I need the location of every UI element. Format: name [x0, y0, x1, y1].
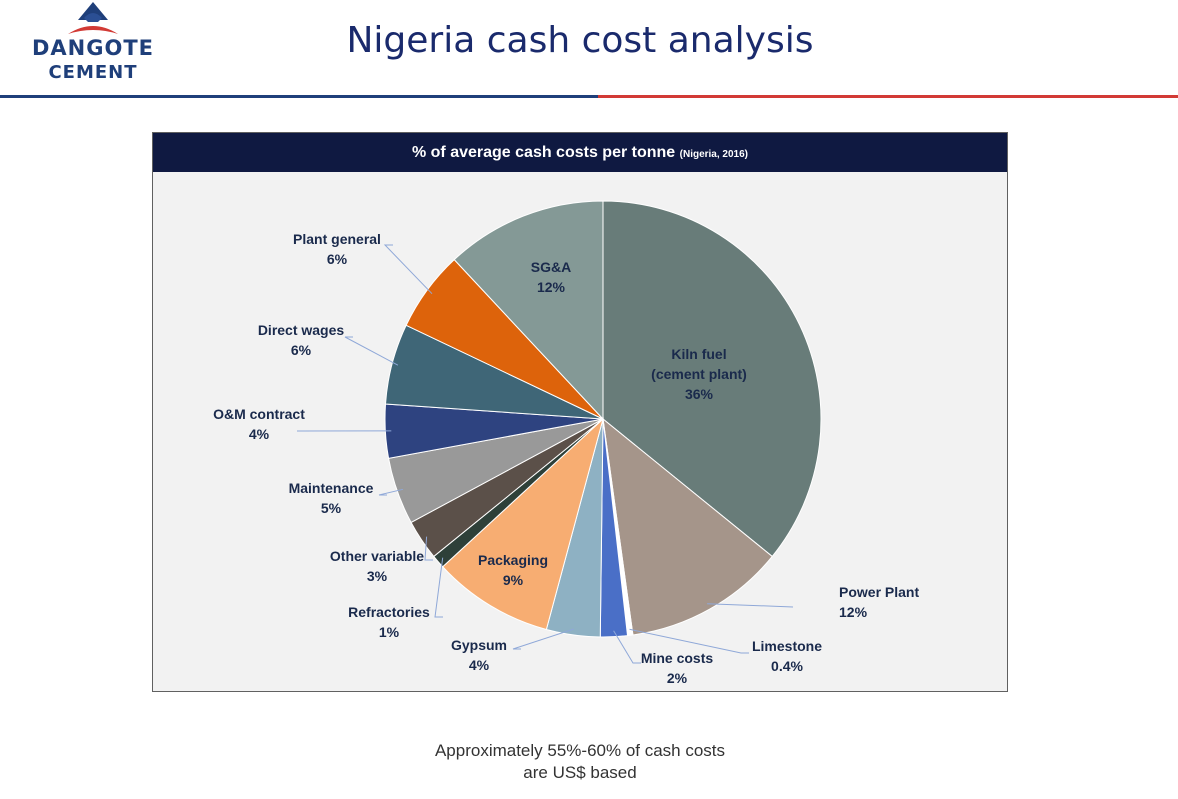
slice-value-plant-general: 6% [327, 251, 348, 267]
slice-label-refractories: Refractories [348, 604, 430, 620]
slice-value-packaging: 9% [503, 572, 524, 588]
leader-line-mine-costs [613, 630, 641, 664]
slice-value-refractories: 1% [379, 624, 400, 640]
chart-subtitle: (Nigeria, 2016) [679, 149, 749, 160]
logo-line2: CEMENT [48, 62, 138, 83]
logo-line1: DANGOTE [31, 36, 155, 60]
chart-title: % of average cash costs per tonne [411, 144, 676, 161]
leader-line-limestone [629, 628, 749, 654]
slice-value-limestone: 0.4% [771, 658, 803, 674]
leader-line-gypsum [512, 628, 575, 650]
dangote-cement-logo: DANGOTE CEMENT [18, 0, 168, 90]
slice-value-o-m-contract: 4% [249, 426, 270, 442]
slice-value-direct-wages: 6% [291, 342, 312, 358]
leader-line-direct-wages [344, 336, 399, 366]
slice-label-gypsum: Gypsum [451, 637, 507, 653]
slice-label-power-plant: Power Plant [839, 584, 919, 600]
slice-label-other-variable: Other variable [330, 548, 424, 564]
header-rule-blue [0, 95, 598, 98]
pie-chart-frame: Kiln fuel (cement plant) 36% Power Plant 12%… [152, 132, 1008, 692]
slice-label-o-m-contract: O&M contract [213, 406, 305, 422]
slice-value-mine-costs: 2% [667, 670, 688, 686]
pie-slice-sg-a [453, 200, 604, 421]
slice-value-other-variable: 3% [367, 568, 388, 584]
slice-label-plant-general: Plant general [293, 231, 381, 247]
pie-slice-kiln-fuel-cement-plant [602, 200, 822, 558]
slice-label-kiln-fuel-cement-plant: Kiln fuel (cement plant) [651, 346, 747, 382]
leader-line-plant-general [383, 244, 433, 295]
footnote: Approximately 55%-60% of cash costs are … [0, 740, 1160, 784]
leader-line-refractories [434, 557, 444, 618]
slice-value-sg-a: 12% [537, 279, 566, 295]
header-rule-red [598, 95, 1178, 98]
eagle-emblem-icon [68, 2, 118, 34]
slice-label-sg-a: SG&A [531, 259, 571, 275]
slice-value-gypsum: 4% [469, 657, 490, 673]
slice-value-maintenance: 5% [321, 500, 342, 516]
slice-value-kiln-fuel-cement-plant: 36% [685, 386, 714, 402]
pie-slice-packaging [442, 417, 604, 631]
chart-title-bar: % of average cash costs per tonne (Niger… [153, 133, 1007, 172]
slice-label-direct-wages: Direct wages [258, 322, 345, 338]
slice-label-limestone: Limestone [752, 638, 822, 654]
footnote-line1: Approximately 55%-60% of cash costs [434, 741, 726, 760]
slice-label-mine-costs: Mine costs [641, 650, 714, 666]
leader-line-maintenance [378, 488, 404, 496]
leader-line-power-plant [707, 603, 794, 608]
slice-label-packaging: Packaging [478, 552, 548, 568]
slice-value-power-plant: 12% [839, 604, 868, 620]
pie-chart: Kiln fuel (cement plant) 36% Power Plant 12%… [213, 200, 919, 686]
leader-line-other-variable [424, 536, 433, 561]
footnote-line2: are US$ based [523, 763, 637, 782]
pie-slice-power-plant [602, 417, 773, 636]
page-title: Nigeria cash cost analysis [346, 20, 814, 61]
slice-label-maintenance: Maintenance [289, 480, 374, 496]
